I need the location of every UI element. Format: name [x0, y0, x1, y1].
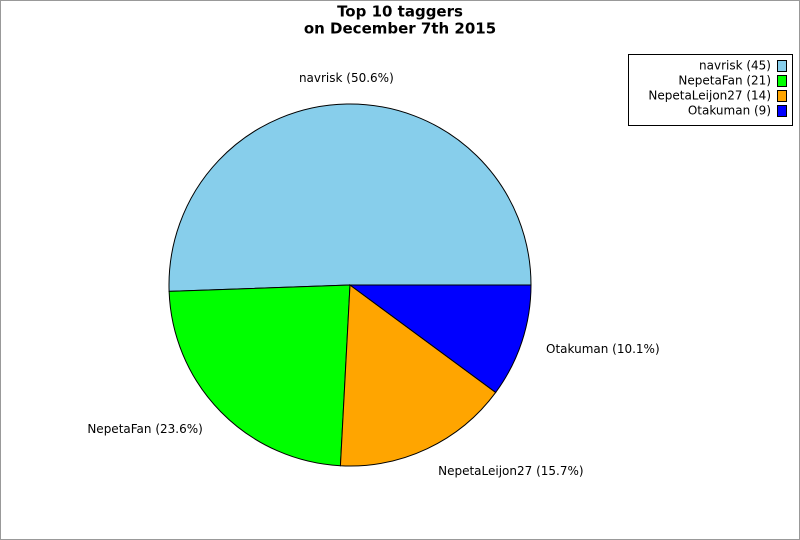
legend-label: Otakuman (9) — [688, 104, 771, 118]
legend-label: NepetaLeijon27 (14) — [648, 89, 771, 103]
chart-subtitle: on December 7th 2015 — [304, 20, 496, 38]
slice-label: NepetaFan (23.6%) — [87, 422, 202, 436]
legend-box — [628, 54, 793, 126]
pie-slice — [339, 284, 497, 467]
slice-label: navrisk (50.6%) — [299, 71, 394, 85]
slice-label: NepetaLeijon27 (15.7%) — [438, 464, 583, 478]
pie-slice — [348, 284, 532, 394]
legend-swatch — [777, 60, 787, 72]
pie-slice — [168, 284, 351, 467]
legend-swatch — [777, 105, 787, 117]
legend-swatch — [777, 90, 787, 102]
slice-label: Otakuman (10.1%) — [546, 342, 660, 356]
chart-title: Top 10 taggers — [337, 3, 463, 21]
pie-slice — [168, 103, 532, 292]
legend-swatch — [777, 75, 787, 87]
legend-label: NepetaFan (21) — [678, 74, 771, 88]
legend-label: navrisk (45) — [699, 59, 771, 73]
